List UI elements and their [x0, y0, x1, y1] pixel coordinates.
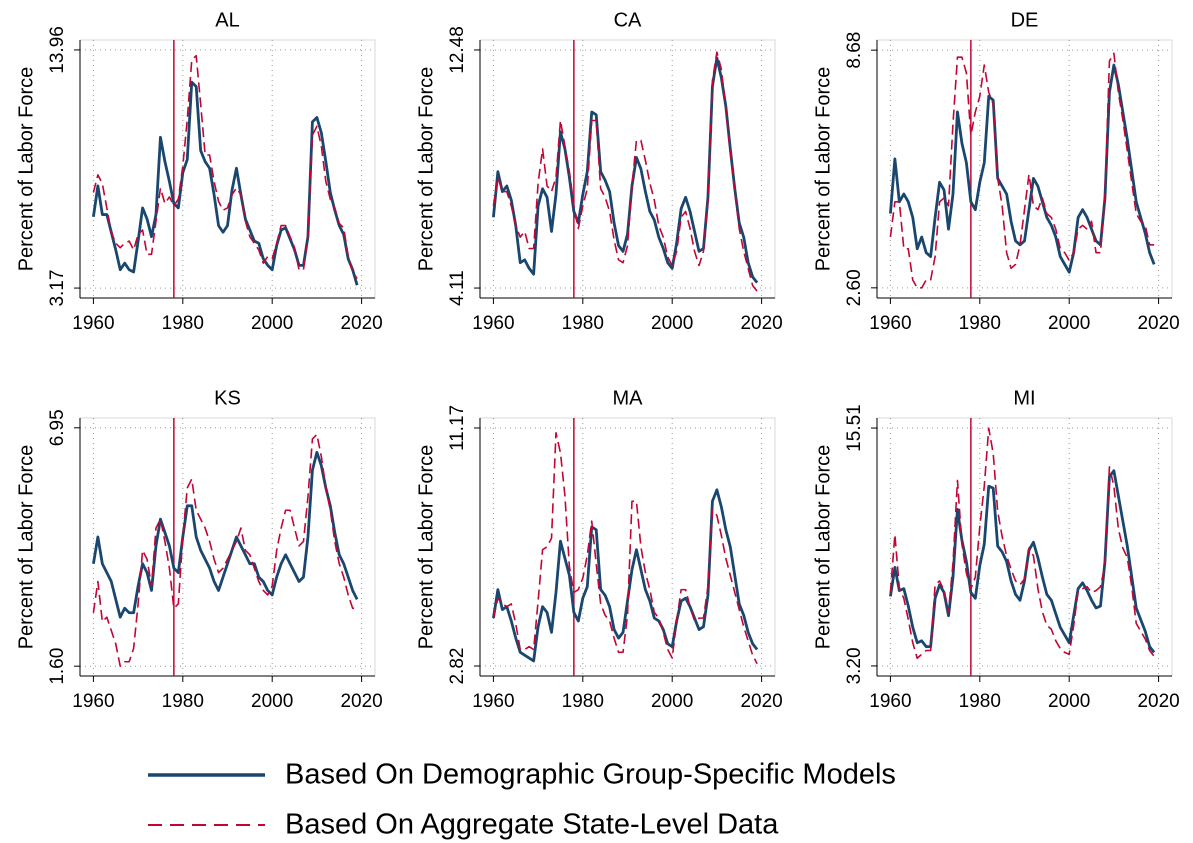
series-line: [889, 63, 1156, 274]
panel-title: MA: [613, 387, 644, 409]
x-tick-label: 1980: [162, 691, 204, 712]
plot-area: [479, 39, 776, 299]
x-tick-label: 1980: [562, 313, 604, 334]
y-axis-label: Percent of Labor Force: [812, 67, 834, 272]
panel: MI Percent of Labor Force 3.20 15.51 1960 198…: [812, 387, 1179, 712]
y-axis-label: Percent of Labor Force: [15, 67, 37, 272]
panel: MA Percent of Labor Force 2.82 11.17 1960 198…: [415, 387, 782, 712]
x-tick-label: 2020: [1137, 691, 1179, 712]
legend-label: Based On Demographic Group-Specific Mode…: [285, 759, 896, 791]
x-tick-label: 2020: [1137, 313, 1179, 334]
y-axis-label: Percent of Labor Force: [15, 445, 37, 650]
panel-title: MI: [1013, 387, 1035, 409]
x-tick-label: 2000: [251, 691, 293, 712]
x-tick-label: 2020: [740, 691, 782, 712]
panel-title: DE: [1011, 9, 1039, 31]
y-tick-label: 4.11: [447, 270, 468, 306]
plot-area: [876, 39, 1173, 299]
panel: KS Percent of Labor Force 1.60 6.95 1960 1980…: [15, 387, 382, 712]
y-tick-label: 6.95: [47, 409, 68, 446]
series-line: [92, 80, 359, 286]
x-tick-label: 1980: [959, 691, 1001, 712]
legend-label: Based On Aggregate State-Level Data: [285, 809, 779, 841]
y-tick-label: 2.60: [844, 269, 865, 306]
plot-area: [79, 417, 376, 677]
y-axis-label: Percent of Labor Force: [812, 445, 834, 650]
panels: AL Percent of Labor Force 3.17 13.96 1960 198…: [15, 9, 1179, 712]
x-tick-label: 1960: [869, 313, 911, 334]
y-tick-label: 3.17: [47, 270, 68, 307]
x-tick-label: 1980: [562, 691, 604, 712]
y-axis-label: Percent of Labor Force: [415, 67, 437, 272]
y-tick-label: 3.20: [844, 647, 865, 684]
legend: Based On Demographic Group-Specific Mode…: [148, 759, 896, 841]
x-tick-label: 1960: [472, 691, 514, 712]
panel: DE Percent of Labor Force 2.60 8.68 1960 1980…: [812, 9, 1179, 334]
x-tick-label: 1960: [472, 313, 514, 334]
x-tick-label: 1980: [162, 313, 204, 334]
panel: CA Percent of Labor Force 4.11 12.48 1960 198…: [415, 9, 782, 334]
series-line: [92, 54, 358, 280]
x-tick-label: 2000: [651, 313, 693, 334]
panel-title: CA: [614, 9, 642, 31]
x-tick-label: 1960: [72, 313, 114, 334]
panel-title: AL: [215, 9, 239, 31]
x-tick-label: 2020: [740, 313, 782, 334]
x-tick-label: 2020: [340, 691, 382, 712]
x-tick-label: 2020: [340, 313, 382, 334]
x-tick-label: 2000: [1048, 313, 1090, 334]
y-tick-label: 11.17: [447, 405, 468, 451]
x-tick-label: 2000: [1048, 691, 1090, 712]
series-line: [492, 51, 758, 292]
panel: AL Percent of Labor Force 3.17 13.96 1960 198…: [15, 9, 382, 334]
x-tick-label: 2000: [651, 691, 693, 712]
y-tick-label: 15.51: [844, 404, 865, 452]
series-line: [889, 427, 1155, 660]
series-line: [92, 433, 358, 667]
panel-title: KS: [214, 387, 241, 409]
y-tick-label: 12.48: [447, 26, 468, 74]
series-line: [492, 488, 759, 663]
x-tick-label: 2000: [251, 313, 293, 334]
x-tick-label: 1980: [959, 313, 1001, 334]
y-tick-label: 2.82: [447, 648, 468, 685]
y-tick-label: 1.60: [47, 648, 68, 685]
y-axis-label: Percent of Labor Force: [415, 445, 437, 650]
y-tick-label: 8.68: [844, 32, 865, 69]
plot-area: [479, 417, 776, 677]
series-line: [92, 450, 359, 619]
series-line: [889, 52, 1155, 289]
y-tick-label: 13.96: [47, 26, 68, 74]
series-line: [492, 432, 758, 665]
x-tick-label: 1960: [869, 691, 911, 712]
x-tick-label: 1960: [72, 691, 114, 712]
plot-area: [79, 39, 376, 299]
